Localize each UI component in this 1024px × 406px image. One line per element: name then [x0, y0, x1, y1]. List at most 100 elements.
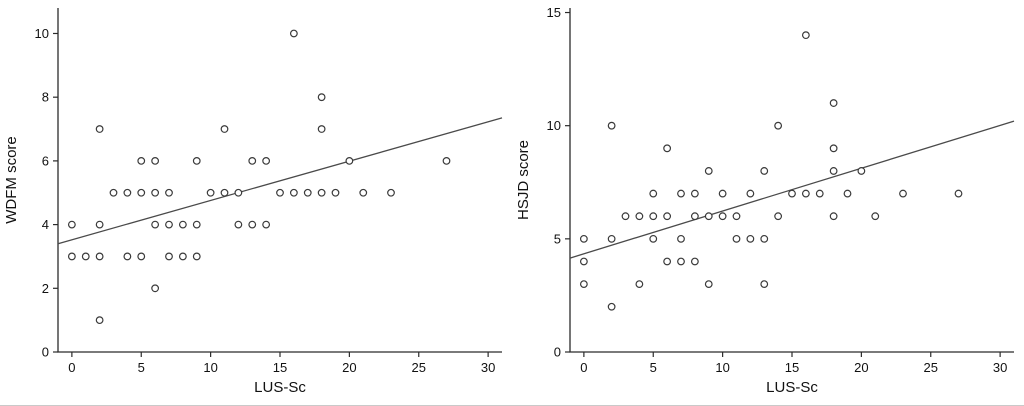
data-point [67, 220, 76, 229]
data-point [289, 29, 298, 38]
data-point [579, 234, 588, 243]
data-point [607, 234, 616, 243]
axes [569, 8, 1014, 353]
data-point [677, 234, 685, 243]
data-point [359, 188, 368, 197]
data-point [137, 252, 146, 261]
data-point [151, 284, 160, 293]
panel-hsjd: 0 5 10 15 20 25 30 0 5 10 15 LUS-Sc HSJD score [512, 0, 1024, 406]
data-point [165, 252, 173, 261]
data-point [635, 280, 644, 289]
data-point [871, 212, 880, 221]
data-point [663, 212, 672, 221]
data-point [649, 234, 658, 243]
data-point [123, 252, 132, 261]
data-point [635, 212, 644, 221]
data-point [829, 212, 838, 221]
wdfm-scatter-plot: 0 5 10 15 20 25 30 0 2 4 6 8 10 LUS-Sc WDFM score [3, 8, 503, 396]
x-tick-label: 15 [273, 360, 287, 375]
data-point [829, 144, 838, 153]
data-point [137, 188, 146, 197]
data-point [151, 220, 160, 229]
y-axis-label: HSJD score [515, 140, 532, 220]
data-point [690, 257, 699, 266]
data-point [178, 220, 187, 229]
data-point [677, 257, 685, 266]
data-point [829, 99, 838, 107]
data-point [95, 220, 104, 229]
x-tick-label: 10 [203, 360, 217, 375]
y-tick-label: 10 [547, 118, 561, 133]
hsjd-scatter-plot: 0 5 10 15 20 25 30 0 5 10 15 LUS-Sc HSJD score [515, 5, 1015, 396]
data-point [206, 188, 215, 197]
data-point [857, 167, 866, 175]
data-point [123, 188, 132, 197]
data-point [345, 156, 354, 165]
data-point [81, 252, 90, 261]
data-point [276, 188, 284, 197]
data-point [621, 212, 630, 221]
x-tick-label: 10 [715, 360, 729, 375]
data-point [262, 220, 271, 229]
x-axis-label: LUS-Sc [766, 379, 818, 396]
y-tick-label: 10 [35, 26, 49, 41]
data-point [317, 93, 326, 102]
data-point [607, 302, 616, 311]
data-point [165, 220, 173, 229]
x-tick-label: 0 [580, 360, 587, 375]
data-point [746, 234, 755, 243]
data-point [95, 252, 104, 261]
data-point [663, 257, 672, 266]
y-axis-label: WDFM score [3, 136, 20, 224]
data-point [109, 188, 118, 197]
data-point [704, 212, 713, 221]
x-tick-label: 5 [138, 360, 145, 375]
y-tick-label: 6 [42, 153, 49, 168]
x-axis-label: LUS-Sc [254, 379, 306, 396]
data-point [801, 189, 810, 198]
data-point [303, 188, 312, 197]
data-point [289, 188, 298, 197]
data-point [732, 234, 741, 243]
data-point [137, 156, 146, 165]
y-tick-label: 0 [42, 345, 49, 360]
y-tick-label: 2 [42, 281, 49, 296]
data-point [690, 212, 699, 221]
trend-line [569, 120, 1015, 259]
data-point [843, 189, 852, 198]
data-point [829, 167, 838, 175]
data-point [649, 189, 658, 198]
data-point [317, 125, 326, 133]
data-point [746, 189, 755, 198]
data-point [607, 121, 616, 130]
data-point [732, 212, 741, 221]
axes [57, 8, 502, 353]
data-point [262, 156, 271, 165]
data-point [234, 188, 243, 197]
data-point [663, 144, 672, 153]
data-point [151, 188, 160, 197]
data-point [331, 188, 340, 197]
x-tick-label: 0 [68, 360, 75, 375]
y-tick-label: 5 [554, 231, 561, 246]
y-tick-label: 4 [42, 217, 49, 232]
data-point [387, 188, 395, 197]
x-tick-label: 30 [481, 360, 495, 375]
y-tick-label: 0 [554, 345, 561, 360]
data-point [248, 156, 257, 165]
data-point [165, 188, 173, 197]
data-point [192, 252, 201, 261]
data-point [248, 220, 257, 229]
data-point [178, 252, 187, 261]
data-point [579, 280, 588, 289]
x-tick-label: 25 [412, 360, 426, 375]
data-point [649, 212, 658, 221]
data-point [704, 280, 713, 289]
y-tick-label: 15 [547, 5, 561, 20]
data-point [95, 316, 104, 325]
data-point [718, 189, 727, 198]
panel-wdfm: 0 5 10 15 20 25 30 0 2 4 6 8 10 LUS-Sc WDFM score [3, 8, 503, 396]
data-point [718, 212, 727, 221]
data-point [192, 156, 201, 165]
data-point [954, 189, 963, 198]
